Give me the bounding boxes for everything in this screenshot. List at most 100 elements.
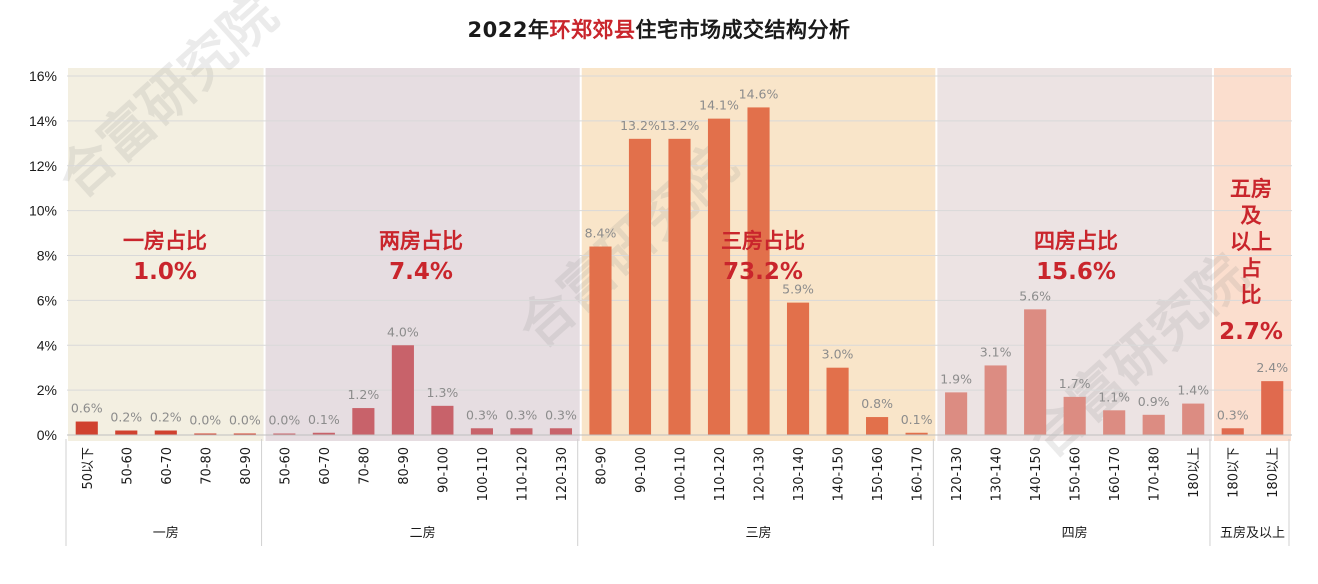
bar bbox=[352, 408, 375, 435]
bar bbox=[786, 302, 810, 435]
category-label: 110-120 bbox=[713, 447, 728, 501]
bar-value-label: 0.3% bbox=[466, 407, 498, 422]
bar-value-label: 1.1% bbox=[1098, 389, 1130, 404]
y-tick-label: 6% bbox=[37, 292, 57, 308]
bar bbox=[1142, 414, 1165, 435]
bar bbox=[75, 421, 98, 435]
group-label: 二房 bbox=[410, 525, 436, 541]
bar bbox=[866, 417, 889, 435]
category-label: 90-100 bbox=[436, 447, 451, 493]
share-title: 四房占比 bbox=[1034, 229, 1118, 253]
share-value: 2.7% bbox=[1219, 319, 1283, 345]
share-value: 73.2% bbox=[723, 259, 803, 285]
bar bbox=[1261, 381, 1284, 435]
bar-value-label: 0.9% bbox=[1138, 394, 1170, 409]
bars bbox=[75, 107, 1284, 435]
bar-value-label: 1.2% bbox=[347, 387, 379, 402]
category-label: 100-110 bbox=[674, 447, 689, 501]
bar bbox=[233, 433, 256, 435]
band-4 bbox=[937, 68, 1212, 441]
title-highlight: 环郑郊县 bbox=[549, 18, 636, 42]
category-label: 140-150 bbox=[1029, 447, 1044, 501]
category-label: 110-120 bbox=[515, 447, 530, 501]
y-tick-label: 12% bbox=[29, 158, 57, 174]
bar bbox=[826, 367, 849, 435]
y-tick-label: 14% bbox=[29, 113, 57, 129]
category-label: 130-140 bbox=[990, 447, 1005, 501]
share-title-line: 占 bbox=[1241, 257, 1262, 281]
share-title: 一房占比 bbox=[123, 229, 207, 253]
share-title: 两房占比 bbox=[379, 229, 463, 253]
category-label: 120-130 bbox=[950, 447, 965, 501]
category-label: 70-80 bbox=[199, 447, 214, 485]
category-label: 130-140 bbox=[792, 447, 807, 501]
title-suffix: 住宅市场成交结构分析 bbox=[635, 18, 851, 42]
bar bbox=[154, 430, 177, 435]
category-label: 50-60 bbox=[120, 447, 135, 485]
category-label: 120-130 bbox=[753, 447, 768, 501]
bar bbox=[945, 392, 968, 435]
category-label: 80-90 bbox=[594, 447, 609, 485]
bar-value-label: 8.4% bbox=[585, 226, 617, 241]
category-label: 50以下 bbox=[81, 447, 96, 490]
bar bbox=[273, 433, 296, 435]
chart-title: 2022年环郑郊县住宅市场成交结构分析 bbox=[0, 14, 1318, 44]
bar-value-label: 5.9% bbox=[782, 282, 814, 297]
bar-value-label: 0.3% bbox=[1217, 407, 1249, 422]
group-label: 一房 bbox=[153, 525, 179, 541]
share-title-line: 以上 bbox=[1230, 230, 1272, 254]
category-label: 180以上 bbox=[1266, 447, 1281, 498]
y-axis: 0% 2% 4% 6% 8% 10% 12% 14% 16% bbox=[29, 68, 57, 443]
share-value: 7.4% bbox=[389, 259, 453, 285]
bar-value-label: 1.7% bbox=[1059, 376, 1091, 391]
bar-value-label: 1.3% bbox=[427, 385, 459, 400]
bar-value-label: 0.0% bbox=[229, 413, 261, 428]
category-label: 140-150 bbox=[832, 447, 847, 501]
bar bbox=[194, 433, 217, 435]
y-tick-label: 0% bbox=[37, 427, 57, 443]
bar bbox=[510, 428, 533, 435]
category-label: 160-170 bbox=[911, 447, 926, 501]
category-label: 120-130 bbox=[555, 447, 570, 501]
category-label: 170-180 bbox=[1148, 447, 1163, 501]
category-label: 80-90 bbox=[397, 447, 412, 485]
bar-value-label: 0.1% bbox=[901, 412, 933, 427]
bar-labels: 0.6% 0.2% 0.2% 0.0% 0.0% 0.0% 0.1% 1.2% 4.0% 1.3%… bbox=[71, 86, 1288, 427]
bar-value-label: 1.9% bbox=[940, 371, 972, 386]
category-label: 70-80 bbox=[357, 447, 372, 485]
category-label: 60-70 bbox=[160, 447, 175, 485]
category-label: 50-60 bbox=[278, 447, 293, 485]
category-label: 80-90 bbox=[239, 447, 254, 485]
bar bbox=[470, 428, 493, 435]
bar bbox=[312, 432, 335, 435]
x-axis: 50以下 50-60 60-70 70-80 80-90 50-60 60-70 70-80 8… bbox=[65, 434, 1292, 546]
bar-value-label: 0.0% bbox=[189, 413, 221, 428]
y-tick-label: 2% bbox=[37, 382, 57, 398]
bar bbox=[549, 428, 573, 435]
category-label: 90-100 bbox=[634, 447, 649, 493]
band-2 bbox=[265, 68, 580, 441]
bar bbox=[747, 107, 770, 435]
bar-value-label: 0.2% bbox=[110, 410, 142, 425]
bar bbox=[1182, 403, 1205, 435]
category-label: 100-110 bbox=[476, 447, 491, 501]
y-tick-label: 10% bbox=[29, 203, 57, 219]
category-label: 180以下 bbox=[1227, 447, 1242, 498]
bar-value-label: 0.8% bbox=[861, 396, 893, 411]
bar bbox=[431, 405, 454, 435]
share-title: 三房占比 bbox=[721, 229, 805, 253]
bar-value-label: 4.0% bbox=[387, 324, 419, 339]
group-label: 三房 bbox=[746, 525, 772, 541]
bar bbox=[391, 345, 414, 435]
group-label: 四房 bbox=[1062, 525, 1088, 541]
bar-value-label: 14.1% bbox=[699, 98, 739, 113]
bar bbox=[1063, 396, 1086, 435]
bar-value-label: 0.6% bbox=[71, 401, 103, 416]
category-label: 60-70 bbox=[318, 447, 333, 485]
bar-value-label: 3.0% bbox=[822, 347, 854, 362]
y-tick-label: 8% bbox=[37, 248, 57, 264]
y-tick-label: 4% bbox=[37, 337, 57, 353]
bar-value-label: 0.2% bbox=[150, 410, 182, 425]
bar-value-label: 1.4% bbox=[1177, 383, 1209, 398]
